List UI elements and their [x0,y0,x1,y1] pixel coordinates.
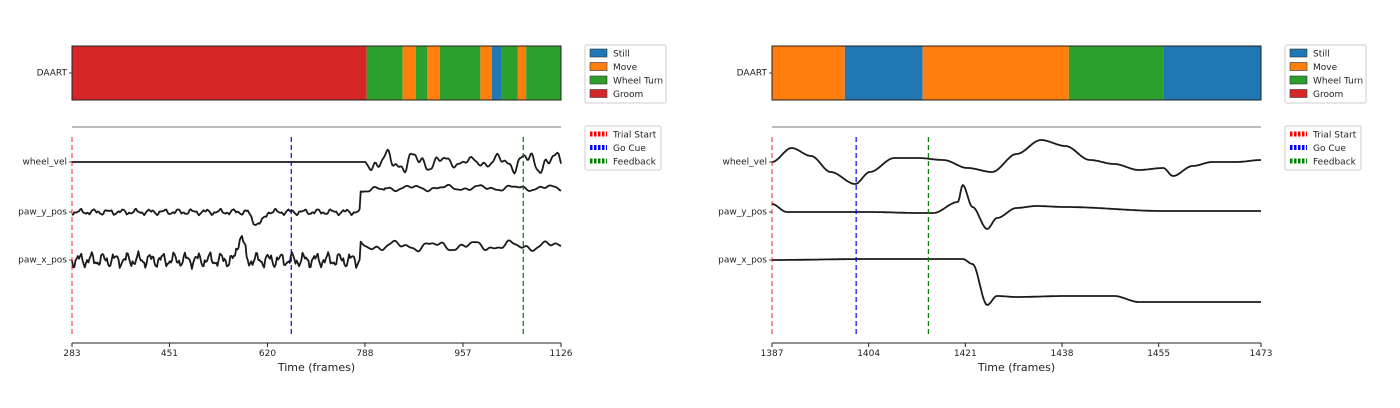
trace-label-wheel-vel: wheel_vel [722,158,767,168]
x-tick-label: 451 [161,349,178,359]
x-tick-label: 620 [259,349,276,359]
ethogram-segment-wheel-turn [501,46,518,100]
event-legend: Trial Start Go Cue Feedback [584,125,662,171]
x-axis-label: Time (frames) [277,361,355,374]
x-tick-label: 788 [356,349,373,359]
legend-swatch-groom [1289,89,1308,98]
trace-paw-x-pos [772,258,1261,306]
ethogram-segment-wheel-turn [415,46,428,100]
legend-swatch-still [1289,48,1308,58]
ethogram-segment-wheel-turn [1068,46,1164,100]
event-legend: Trial Start Go Cue Feedback [1284,125,1362,171]
right-chart: DAART wheel_vel paw_y_pos paw_x_pos 1387 1404… [718,44,1367,374]
x-tick-label: 1473 [1250,349,1273,359]
legend-swatch-wheel-turn [589,75,608,85]
legend-label-trial-start: Trial Start [1312,131,1357,141]
legend-label-groom: Groom [613,90,643,100]
x-tick-label: 1455 [1147,349,1170,359]
ethogram-segment-move [922,46,1069,100]
behavior-legend-frame [1284,44,1367,104]
legend-swatch-still [589,48,608,58]
legend-swatch-move [1289,62,1308,71]
ethogram-row-label: DAART [737,69,768,79]
ethogram: DAART [37,45,562,101]
trace-label-paw-y-pos: paw_y_pos [18,208,67,218]
x-tick-label: 283 [63,349,80,359]
behavior-legend-frame [584,44,667,104]
legend-label-go-cue: Go Cue [613,144,646,154]
ethogram-row-label: DAART [37,69,68,79]
legend-swatch-groom [589,89,608,98]
legend-label-feedback: Feedback [1313,158,1357,168]
left-figure: DAART wheel_vel paw_y_pos paw_x_pos 283 451 62… [18,44,667,374]
x-tick-label: 1404 [857,349,880,359]
right-figure: DAART wheel_vel paw_y_pos paw_x_pos 1387 1404… [700,0,1400,408]
legend-label-move: Move [1313,63,1338,73]
trace-label-wheel-vel: wheel_vel [22,158,67,168]
trace-label-paw-y-pos: paw_y_pos [718,208,767,218]
legend-label-feedback: Feedback [613,158,657,168]
trace-wheel-vel [72,148,562,175]
ethogram-segment-move [772,46,845,100]
ethogram-segment-still [491,46,502,100]
x-tick-label: 1126 [550,349,573,359]
ethogram-segment-still [1163,46,1261,100]
ethogram-segment-move [427,46,440,100]
behavior-legend: Still Move Wheel Turn Groom [1284,44,1367,104]
ethogram-segment-groom [72,46,367,100]
ethogram-segment-wheel-turn [439,46,481,100]
trace-label-paw-x-pos: paw_x_pos [718,256,767,266]
trace-label-paw-x-pos: paw_x_pos [18,256,67,266]
legend-label-go-cue: Go Cue [1313,144,1346,154]
x-tick-label: 957 [454,349,471,359]
legend-swatch-move [589,62,608,71]
left-chart: DAART wheel_vel paw_y_pos paw_x_pos 283 451 62… [18,44,667,374]
legend-label-groom: Groom [1313,90,1343,100]
ethogram-segment-move [517,46,527,100]
ethogram-segment-move [402,46,416,100]
legend-label-still: Still [613,50,630,60]
ethogram-segment-move [480,46,492,100]
legend-label-still: Still [1313,50,1330,60]
ethogram-segment-wheel-turn [526,46,561,100]
trace-paw-y-pos [71,183,562,226]
legend-label-wheel-turn: Wheel Turn [613,77,663,87]
ethogram: DAART [737,45,1262,101]
legend-label-wheel-turn: Wheel Turn [1313,77,1363,87]
x-tick-label: 1438 [1051,349,1074,359]
legend-swatch-wheel-turn [1289,75,1308,85]
ethogram-segment-still [844,46,923,100]
behavior-legend: Still Move Wheel Turn Groom [584,44,667,104]
legend-label-trial-start: Trial Start [612,131,657,141]
x-tick-label: 1387 [761,349,784,359]
x-tick-label: 1421 [954,349,977,359]
trace-wheel-vel [771,139,1261,185]
trace-paw-y-pos [771,184,1261,230]
legend-label-move: Move [613,63,638,73]
ethogram-segment-wheel-turn [366,46,403,100]
x-axis-label: Time (frames) [977,361,1055,374]
trace-paw-x-pos [71,235,562,270]
